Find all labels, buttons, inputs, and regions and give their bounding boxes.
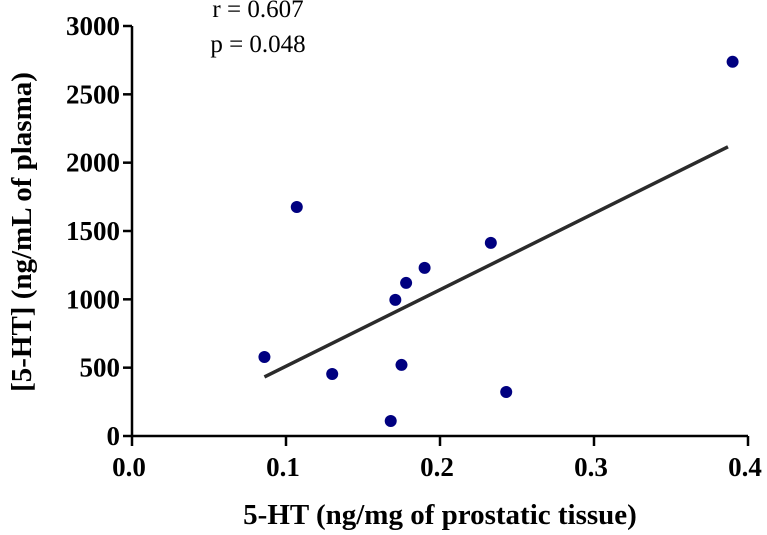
data-point	[400, 276, 413, 289]
data-point	[384, 414, 397, 427]
y-tick-label: 0	[107, 421, 121, 451]
x-tick-label: 0.4	[728, 452, 762, 482]
annotation-r: r = 0.607	[212, 0, 303, 23]
regression-line	[263, 145, 729, 379]
data-points	[258, 55, 739, 427]
data-point	[484, 236, 497, 249]
annotation-p: p = 0.048	[210, 31, 305, 58]
y-tick-label: 2500	[66, 79, 120, 109]
y-tick-label: 2000	[66, 148, 120, 178]
data-point	[395, 358, 408, 371]
x-tick-label: 0.3	[574, 452, 608, 482]
y-tick-label: 3000	[66, 11, 120, 41]
data-point	[326, 367, 339, 380]
data-point	[500, 385, 513, 398]
data-point	[290, 200, 303, 213]
x-ticks: 0.0 0.1 0.2 0.3 0.4	[112, 436, 762, 482]
data-point	[418, 261, 431, 274]
data-point	[389, 293, 402, 306]
x-tick-label: 0.1	[266, 452, 300, 482]
x-tick-label: 0.0	[112, 452, 146, 482]
y-tick-label: 1500	[66, 216, 120, 246]
y-axis-label: [5-HT] (ng/mL of plasma)	[6, 72, 38, 392]
data-point	[258, 351, 271, 364]
axes	[130, 26, 748, 438]
x-tick-label: 0.2	[420, 452, 454, 482]
y-ticks: 0 500 1000 1500 2000 2500 3000	[66, 11, 132, 451]
y-tick-label: 1000	[66, 284, 120, 314]
x-axis-label: 5-HT (ng/mg of prostatic tissue)	[243, 499, 637, 531]
y-tick-label: 500	[80, 353, 121, 383]
data-point	[726, 55, 739, 68]
